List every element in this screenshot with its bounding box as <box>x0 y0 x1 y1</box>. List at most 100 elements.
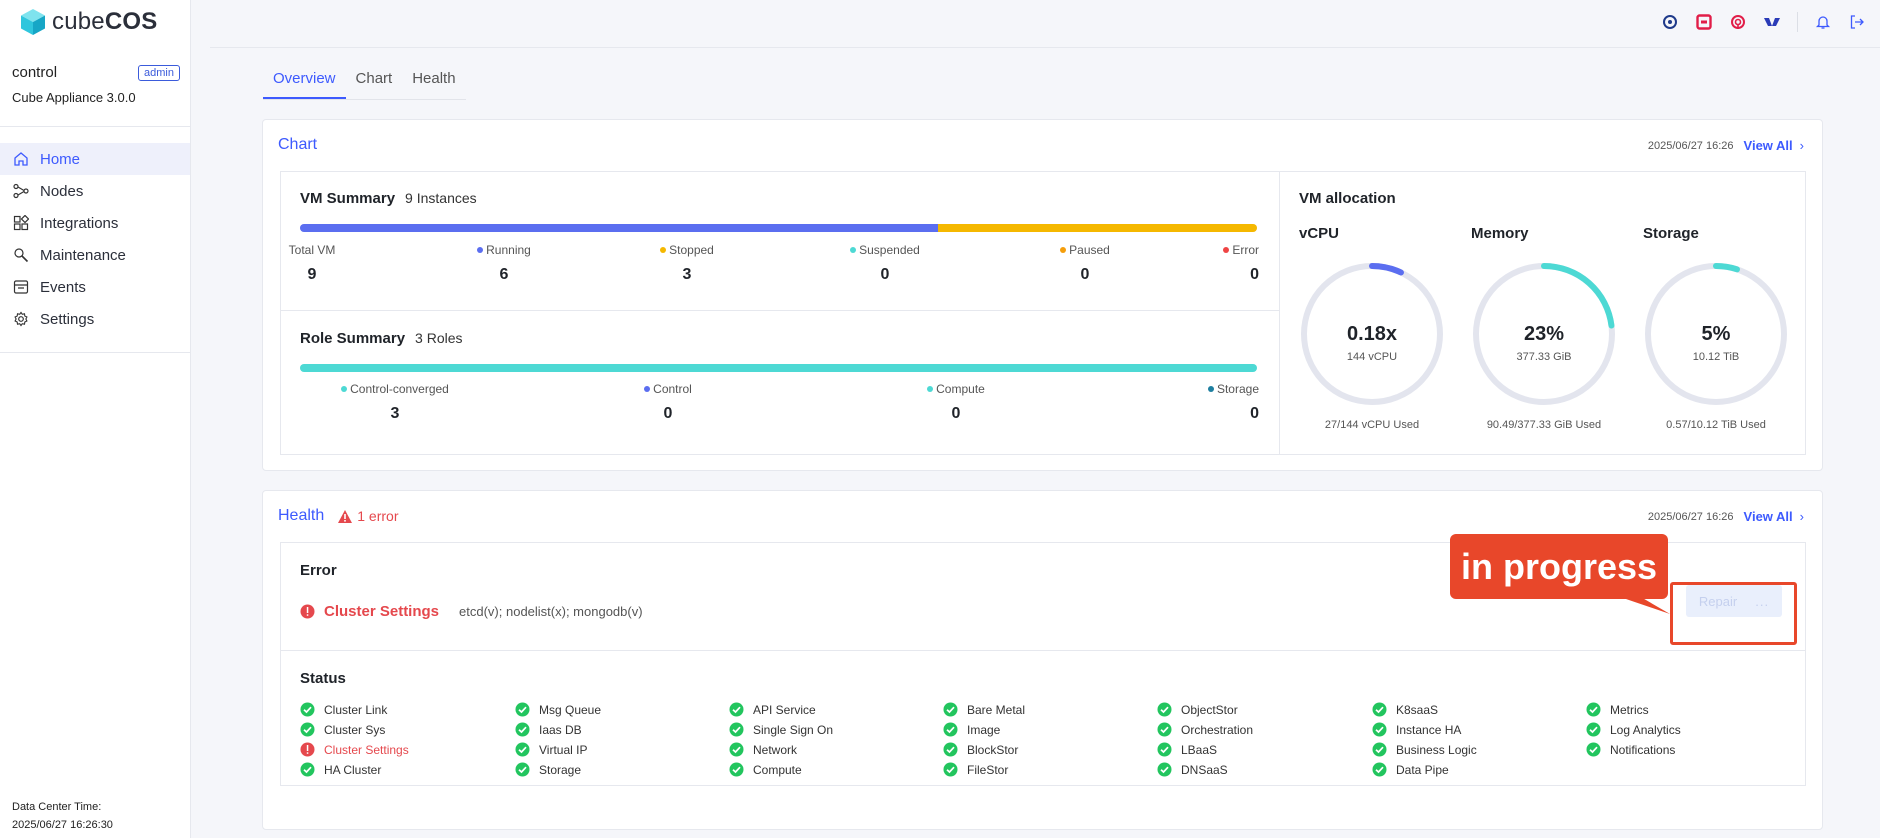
stat-paused: Paused 0 <box>1030 243 1140 284</box>
stat-label: Control-converged <box>350 382 449 396</box>
chevron-right-icon[interactable]: › <box>1799 138 1804 153</box>
stat-label: Stopped <box>669 243 714 257</box>
status-item[interactable]: Image <box>943 722 1000 737</box>
gauge-sub: 144 vCPU <box>1346 351 1398 363</box>
sidebar-nav: Home Nodes Integrations Maintenance Even… <box>0 143 190 335</box>
user-info: control admin Cube Appliance 3.0.0 <box>12 64 180 105</box>
status-item[interactable]: Log Analytics <box>1586 722 1681 737</box>
tab-overview[interactable]: Overview <box>263 62 346 99</box>
status-item-label: Storage <box>539 762 582 777</box>
status-item[interactable]: ObjectStor <box>1157 702 1238 717</box>
gauge-title: Memory <box>1471 225 1529 242</box>
sidebar-item-maintenance[interactable]: Maintenance <box>0 239 190 271</box>
datacenter-time-value: 2025/06/27 16:26:30 <box>12 819 113 831</box>
stat-value: 3 <box>390 405 400 422</box>
datacenter-time: Data Center Time: 2025/06/27 16:26:30 <box>12 798 113 834</box>
chevron-right-icon[interactable]: › <box>1799 509 1804 524</box>
error-row: Cluster Settings etcd(v); nodelist(x); m… <box>300 603 643 620</box>
status-item[interactable]: Notifications <box>1586 742 1675 757</box>
top-icons <box>1645 12 1866 32</box>
repair-button[interactable]: Repair ... <box>1686 585 1782 617</box>
role-summary-subtitle: 3 Roles <box>415 330 463 346</box>
check-circle-icon <box>1157 722 1172 737</box>
gauge-title: Storage <box>1643 225 1699 242</box>
check-circle-icon <box>943 702 958 717</box>
check-circle-icon <box>1372 742 1387 757</box>
status-item-label: Network <box>753 742 798 757</box>
status-item[interactable]: FileStor <box>943 762 1008 777</box>
top-bar <box>210 0 1880 48</box>
status-item[interactable]: Single Sign On <box>729 722 833 737</box>
status-item[interactable]: Cluster Settings <box>300 742 409 757</box>
status-item[interactable]: Metrics <box>1586 702 1649 717</box>
loading-dots: ... <box>1755 593 1770 609</box>
sidebar-item-integrations[interactable]: Integrations <box>0 207 190 239</box>
status-item[interactable]: Compute <box>729 762 802 777</box>
status-item[interactable]: DNSaaS <box>1157 762 1228 777</box>
gauge-sub: 10.12 TiB <box>1692 351 1740 363</box>
status-item[interactable]: Cluster Link <box>300 702 387 717</box>
check-circle-icon <box>300 722 315 737</box>
stat-value: 0 <box>951 405 961 422</box>
vm-allocation-panel: VM allocation vCPU 0.18x 144 vCPU 27/144… <box>1279 171 1806 455</box>
status-item-label: Iaas DB <box>539 722 582 737</box>
tab-chart[interactable]: Chart <box>355 70 393 87</box>
openstack-icon[interactable] <box>1695 13 1713 31</box>
topbar-separator <box>1797 12 1798 32</box>
bar-segment <box>300 364 1257 372</box>
gauge-value: 23% <box>1523 323 1565 345</box>
check-circle-icon <box>729 702 744 717</box>
sidebar-item-home[interactable]: Home <box>0 143 190 175</box>
stat-error: Error 0 <box>1179 243 1259 284</box>
sidebar-item-events[interactable]: Events <box>0 271 190 303</box>
status-item[interactable]: Iaas DB <box>515 722 582 737</box>
status-item[interactable]: Storage <box>515 762 581 777</box>
status-item[interactable]: Virtual IP <box>515 742 587 757</box>
stat-total-vm: Total VM 9 <box>257 243 367 284</box>
bell-icon[interactable] <box>1814 13 1832 31</box>
status-item[interactable]: K8saaS <box>1372 702 1438 717</box>
tab-health[interactable]: Health <box>412 70 456 87</box>
status-item[interactable]: Business Logic <box>1372 742 1477 757</box>
logout-icon[interactable] <box>1848 13 1866 31</box>
sidebar-item-label: Settings <box>40 310 95 328</box>
stat-value: 0 <box>1080 266 1090 283</box>
status-item[interactable]: Data Pipe <box>1372 762 1449 777</box>
status-item[interactable]: Bare Metal <box>943 702 1025 717</box>
app-logo[interactable]: cubeCOS <box>20 8 157 36</box>
health-view-all-link[interactable]: View All <box>1743 509 1793 524</box>
status-section-title: Status <box>300 670 346 687</box>
grafana-icon[interactable] <box>1729 13 1747 31</box>
status-item-label: Bare Metal <box>967 702 1026 717</box>
role-badge: admin <box>138 65 180 81</box>
sidebar-item-settings[interactable]: Settings <box>0 303 190 335</box>
stat-label: Control <box>653 382 692 396</box>
error-count-badge[interactable]: 1 error <box>357 508 399 524</box>
check-circle-icon <box>1586 722 1601 737</box>
status-item[interactable]: API Service <box>729 702 816 717</box>
status-item[interactable]: Instance HA <box>1372 722 1461 737</box>
stat-label: Running <box>486 243 531 257</box>
status-item[interactable]: BlockStor <box>943 742 1018 757</box>
gear-icon <box>13 311 29 327</box>
main-tabs: Overview Chart Health <box>263 62 466 100</box>
status-item[interactable]: HA Cluster <box>300 762 381 777</box>
chart-view-all-link[interactable]: View All <box>1743 138 1793 153</box>
status-item[interactable]: Orchestration <box>1157 722 1253 737</box>
sidebar-item-nodes[interactable]: Nodes <box>0 175 190 207</box>
error-item-detail: etcd(v); nodelist(x); mongodb(v) <box>459 604 643 619</box>
error-item-name[interactable]: Cluster Settings <box>324 603 440 620</box>
kubernetes-icon[interactable] <box>1763 13 1781 31</box>
status-item[interactable]: Msg Queue <box>515 702 601 717</box>
status-item[interactable]: LBaaS <box>1157 742 1217 757</box>
stat-value: 3 <box>682 266 692 283</box>
gauge-title: vCPU <box>1299 225 1340 242</box>
storage-dot <box>1207 385 1214 392</box>
status-item[interactable]: Network <box>729 742 797 757</box>
sidebar-divider <box>0 352 190 353</box>
gauge-value: 5% <box>1701 323 1731 345</box>
ceph-icon[interactable] <box>1661 13 1679 31</box>
status-item[interactable]: Cluster Sys <box>300 722 385 737</box>
stat-control-converged: Control-converged 3 <box>325 382 465 423</box>
check-circle-icon <box>1372 702 1387 717</box>
